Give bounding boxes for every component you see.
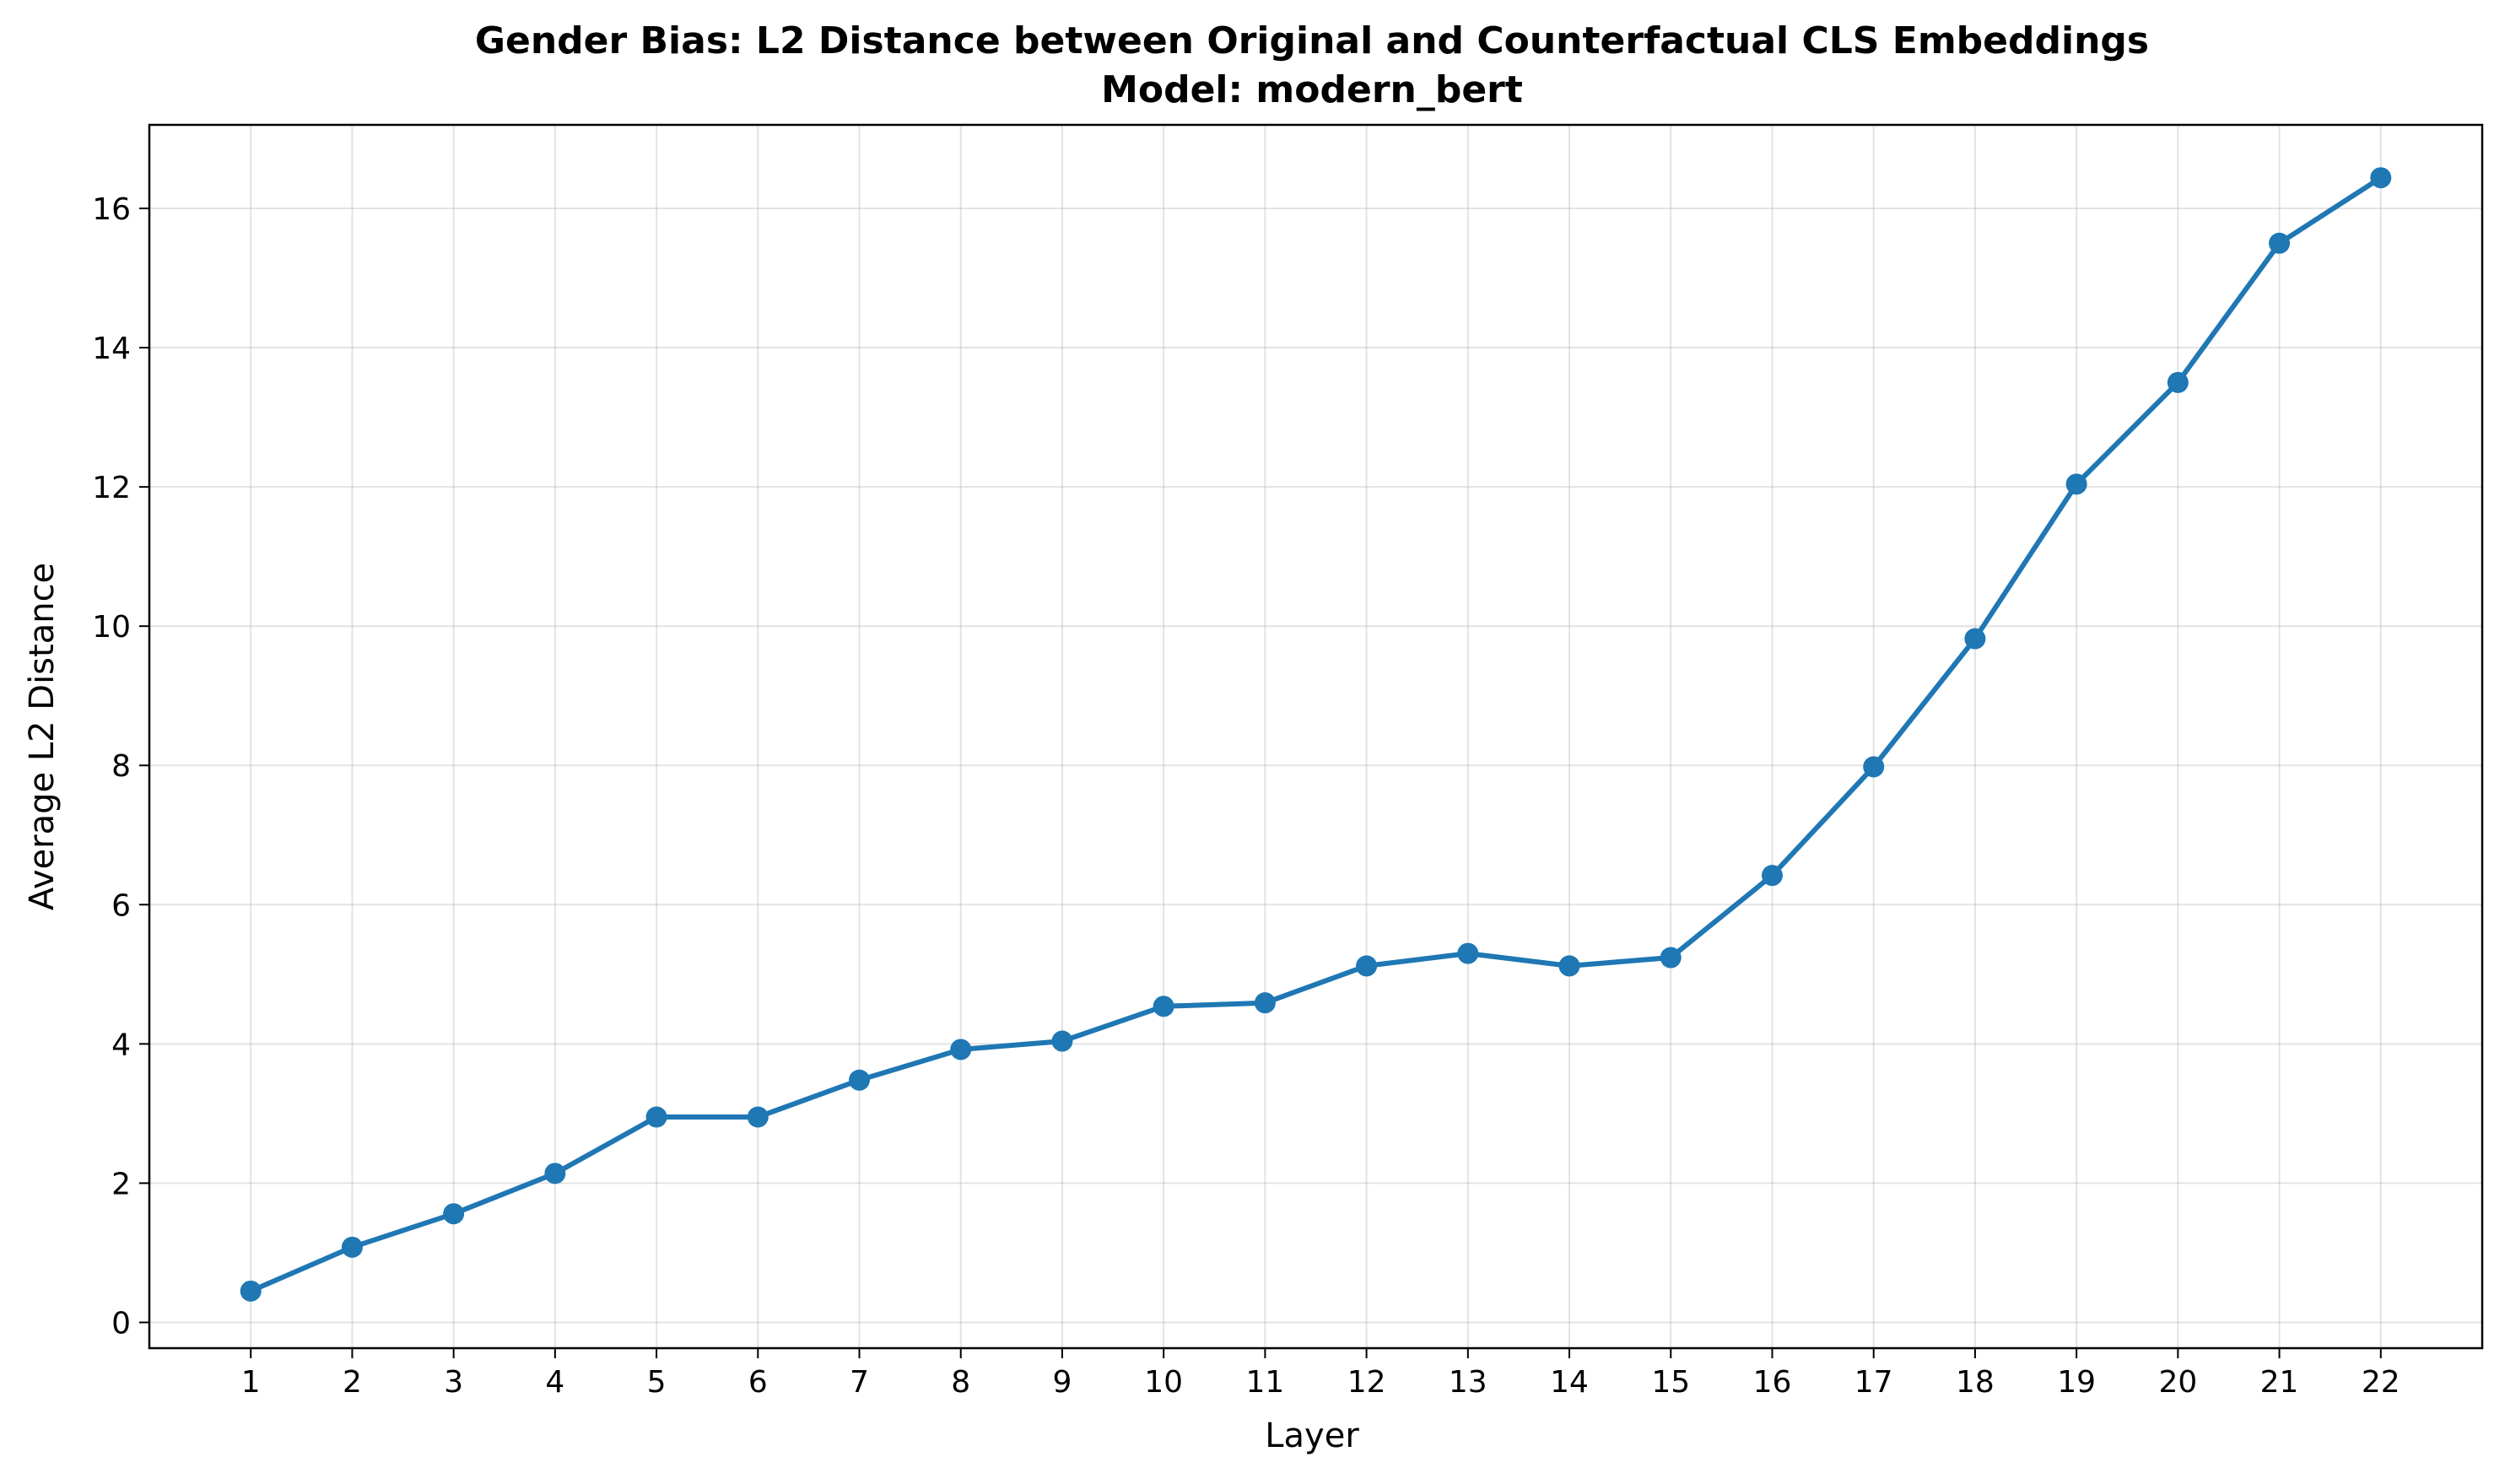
x-tick-label: 9 (1053, 1365, 1072, 1400)
x-tick-label: 1 (241, 1365, 261, 1400)
data-point (747, 1106, 769, 1128)
x-tick-label: 2 (343, 1365, 362, 1400)
data-point (1457, 942, 1479, 964)
data-point (1761, 865, 1783, 887)
chart-title-line-2: Model: modern_bert (1101, 68, 1523, 111)
y-tick-label: 10 (92, 610, 131, 645)
x-tick-label: 20 (2158, 1365, 2197, 1400)
data-point (1964, 628, 1986, 650)
data-point (2370, 167, 2392, 189)
data-point (341, 1236, 363, 1258)
x-tick-label: 21 (2260, 1365, 2299, 1400)
data-point (1863, 756, 1885, 778)
data-point (1558, 955, 1580, 977)
data-point (1153, 996, 1174, 1017)
y-axis-label: Average L2 Distance (23, 563, 62, 910)
x-tick-label: 16 (1753, 1365, 1792, 1400)
data-point (544, 1163, 566, 1185)
x-tick-label: 19 (2057, 1365, 2096, 1400)
x-tick-label: 5 (647, 1365, 667, 1400)
data-point (1254, 992, 1276, 1014)
x-tick-label: 15 (1651, 1365, 1690, 1400)
data-point (645, 1106, 667, 1128)
x-tick-label: 3 (444, 1365, 463, 1400)
chart-title-line-1: Gender Bias: L2 Distance between Origina… (475, 19, 2149, 62)
x-tick-label: 7 (850, 1365, 869, 1400)
plot-frame (148, 123, 2484, 1350)
y-tick-label: 8 (111, 749, 131, 784)
x-tick-label: 17 (1854, 1365, 1893, 1400)
y-tick-label: 2 (111, 1167, 131, 1201)
x-tick-label: 6 (748, 1365, 768, 1400)
x-axis-ticks: 1 2 3 4 5 6 7 8 9 10 11 12 13 14 15 16 17 18 19 20 21 22 (241, 1348, 2400, 1400)
x-tick-label: 10 (1144, 1365, 1183, 1400)
y-tick-label: 16 (92, 192, 131, 227)
y-tick-label: 12 (92, 471, 131, 505)
y-tick-label: 14 (92, 332, 131, 366)
grid-lines (149, 125, 2482, 1348)
data-point (2269, 232, 2291, 254)
x-tick-label: 14 (1550, 1365, 1589, 1400)
data-point (240, 1280, 262, 1302)
y-axis-ticks: 0 2 4 6 8 10 12 14 16 (92, 192, 149, 1341)
series-line (240, 167, 2392, 1302)
x-tick-label: 12 (1347, 1365, 1386, 1400)
series-polyline (248, 175, 2384, 1294)
data-point (1660, 947, 1682, 969)
y-tick-label: 0 (111, 1306, 131, 1341)
x-tick-label: 13 (1449, 1365, 1487, 1400)
data-point (2167, 371, 2189, 393)
x-tick-label: 8 (951, 1365, 970, 1400)
data-point (443, 1203, 465, 1225)
data-point (849, 1069, 871, 1091)
data-point (950, 1039, 972, 1060)
y-tick-label: 6 (111, 888, 131, 923)
y-tick-label: 4 (111, 1028, 131, 1062)
data-point (1356, 955, 1378, 977)
x-axis-label: Layer (1265, 1417, 1359, 1455)
x-tick-label: 18 (1956, 1365, 1995, 1400)
x-tick-label: 22 (2362, 1365, 2400, 1400)
data-point (2065, 473, 2087, 495)
x-tick-label: 4 (545, 1365, 564, 1400)
data-point (1051, 1030, 1073, 1052)
x-tick-label: 11 (1245, 1365, 1284, 1400)
